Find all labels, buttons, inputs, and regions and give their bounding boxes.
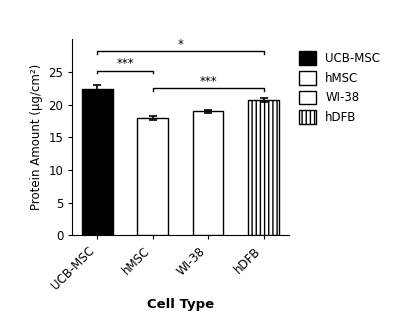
X-axis label: Cell Type: Cell Type <box>147 298 214 311</box>
Bar <box>248 100 279 235</box>
Legend: UCB-MSC, hMSC, WI-38, hDFB: UCB-MSC, hMSC, WI-38, hDFB <box>297 49 383 127</box>
Bar <box>82 89 113 235</box>
Text: *: * <box>178 38 183 51</box>
Bar <box>138 118 168 235</box>
Y-axis label: Protein Amount (μg/cm²): Protein Amount (μg/cm²) <box>30 64 43 211</box>
Text: ***: *** <box>116 57 134 70</box>
Text: ***: *** <box>199 75 217 88</box>
Bar <box>193 111 223 235</box>
